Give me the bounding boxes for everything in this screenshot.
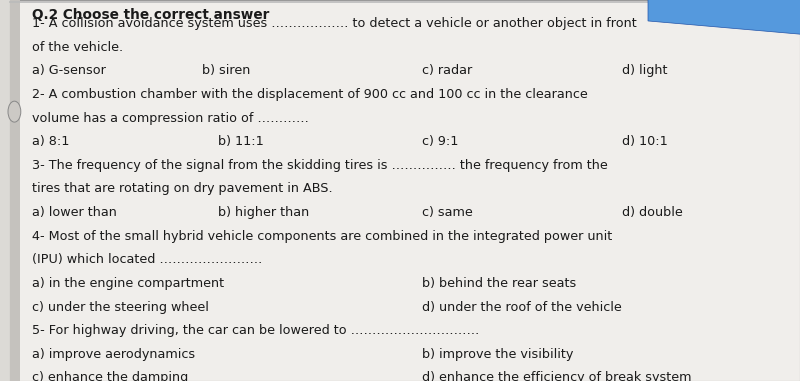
- Text: c) under the steering wheel: c) under the steering wheel: [32, 301, 209, 314]
- Text: a) 8:1: a) 8:1: [32, 135, 70, 148]
- Text: a) in the engine compartment: a) in the engine compartment: [32, 277, 224, 290]
- Text: d) 10:1: d) 10:1: [622, 135, 668, 148]
- Text: of the vehicle.: of the vehicle.: [32, 41, 123, 54]
- Text: 4- Most of the small hybrid vehicle components are combined in the integrated po: 4- Most of the small hybrid vehicle comp…: [32, 230, 612, 243]
- Text: c) 9:1: c) 9:1: [422, 135, 458, 148]
- Ellipse shape: [8, 101, 21, 122]
- Text: b) behind the rear seats: b) behind the rear seats: [422, 277, 577, 290]
- Text: b) improve the visibility: b) improve the visibility: [422, 348, 574, 361]
- Polygon shape: [648, 0, 800, 34]
- Text: c) radar: c) radar: [422, 64, 473, 77]
- Text: b) higher than: b) higher than: [218, 206, 310, 219]
- Bar: [10, 0, 20, 381]
- Text: b) 11:1: b) 11:1: [218, 135, 264, 148]
- Text: Q.2 Choose the correct answer: Q.2 Choose the correct answer: [32, 8, 270, 22]
- Text: d) under the roof of the vehicle: d) under the roof of the vehicle: [422, 301, 622, 314]
- Text: 1- A collision avoidance system uses ……………… to detect a vehicle or another objec: 1- A collision avoidance system uses …………: [32, 17, 637, 30]
- Text: c) same: c) same: [422, 206, 473, 219]
- Text: 2- A combustion chamber with the displacement of 900 cc and 100 cc in the cleara: 2- A combustion chamber with the displac…: [32, 88, 588, 101]
- Text: c) enhance the damping: c) enhance the damping: [32, 371, 188, 381]
- Text: d) light: d) light: [622, 64, 668, 77]
- Text: tires that are rotating on dry pavement in ABS.: tires that are rotating on dry pavement …: [32, 182, 333, 195]
- Text: 5- For highway driving, the car can be lowered to …………………………: 5- For highway driving, the car can be l…: [32, 324, 479, 337]
- Text: a) G-sensor: a) G-sensor: [32, 64, 106, 77]
- Text: a) lower than: a) lower than: [32, 206, 117, 219]
- Text: volume has a compression ratio of …………: volume has a compression ratio of …………: [32, 112, 309, 125]
- Text: d) double: d) double: [622, 206, 683, 219]
- Text: d) enhance the efficiency of break system: d) enhance the efficiency of break syste…: [422, 371, 692, 381]
- Text: (IPU) which located ……………………: (IPU) which located ……………………: [32, 253, 262, 266]
- Text: 3- The frequency of the signal from the skidding tires is …………… the frequency fr: 3- The frequency of the signal from the …: [32, 159, 608, 172]
- Text: b) siren: b) siren: [202, 64, 250, 77]
- Text: a) improve aerodynamics: a) improve aerodynamics: [32, 348, 195, 361]
